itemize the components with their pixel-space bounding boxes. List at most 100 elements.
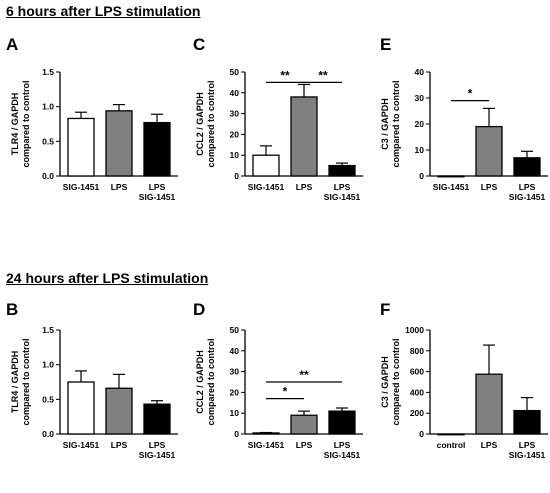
chart-panel-d: CCL2 / GAPDH compared to control 0 10 20 30 40… [195, 325, 363, 460]
x-tick-label: LPS [296, 440, 313, 450]
y-tick-label: 0 [234, 171, 239, 181]
y-axis-label: C3 / GAPDH [380, 356, 390, 408]
x-tick-label: SIG-1451 [63, 440, 100, 450]
x-tick-label: LPS [296, 182, 313, 192]
y-tick-label: 40 [230, 346, 240, 356]
panel-letter-d: D [193, 300, 206, 319]
y-tick-label: 20 [230, 387, 240, 397]
y-axis-label: compared to control [206, 338, 216, 425]
y-tick-label: 1.5 [42, 325, 54, 335]
y-tick-label: 400 [410, 387, 424, 397]
significance-label: ** [318, 68, 328, 82]
y-tick-label: 40 [230, 88, 240, 98]
y-axis-label: TLR4 / GAPDH [10, 93, 20, 156]
x-tick-label: LPS [149, 440, 166, 450]
section-title-6h: 6 hours after LPS stimulation [6, 3, 201, 19]
significance-label: * [283, 385, 288, 399]
y-axis-label: CCL2 / GAPDH [195, 92, 205, 156]
panel-letter-f: F [380, 300, 391, 319]
y-axis-label: TLR4 / GAPDH [10, 351, 20, 414]
y-tick-label: 1.0 [42, 102, 54, 112]
x-tick-label: SIG-1451 [248, 182, 285, 192]
y-axis-label: compared to control [21, 338, 31, 425]
chart-panel-e: C3 / GAPDH compared to control 0 10 20 30 40 SI… [380, 67, 548, 202]
y-tick-label: 800 [410, 346, 424, 356]
x-tick-label: SIG-1451 [509, 450, 546, 460]
bar [67, 117, 95, 177]
y-axis-label: CCL2 / GAPDH [195, 350, 205, 414]
y-tick-label: 30 [415, 93, 425, 103]
y-axis-label: compared to control [206, 80, 216, 167]
y-tick-label: 0.5 [42, 394, 54, 404]
bar [513, 157, 541, 177]
bar [252, 432, 280, 435]
x-tick-label: LPS [519, 440, 536, 450]
bar [290, 96, 318, 177]
y-tick-label: 30 [230, 367, 240, 377]
y-tick-label: 0 [234, 429, 239, 439]
y-tick-label: 1.0 [42, 360, 54, 370]
y-tick-label: 1000 [405, 325, 424, 335]
y-tick-label: 40 [415, 67, 425, 77]
bar [437, 175, 465, 178]
x-tick-label: SIG-1451 [139, 192, 176, 202]
bar [67, 381, 95, 435]
chart-panel-a: TLR4 / GAPDH compared to control 0.0 0.5 1.0… [10, 67, 178, 202]
significance-label: * [468, 87, 473, 101]
y-tick-label: 50 [230, 67, 240, 77]
y-tick-label: 10 [230, 150, 240, 160]
bar [437, 433, 465, 436]
y-axis-label: compared to control [21, 80, 31, 167]
y-tick-label: 50 [230, 325, 240, 335]
y-axis-label: C3 / GAPDH [380, 98, 390, 150]
y-tick-label: 0.5 [42, 136, 54, 146]
y-tick-label: 1.5 [42, 67, 54, 77]
bar [513, 409, 541, 435]
chart-panel-b: TLR4 / GAPDH compared to control 0.0 0.5 1.0… [10, 325, 178, 460]
bar [143, 403, 171, 435]
x-tick-label: SIG-1451 [509, 192, 546, 202]
y-tick-label: 0 [419, 429, 424, 439]
bar [290, 414, 318, 435]
bar [475, 373, 503, 435]
x-tick-label: LPS [334, 182, 351, 192]
x-tick-label: LPS [111, 182, 128, 192]
y-axis-label: compared to control [391, 80, 401, 167]
chart-panel-f: C3 / GAPDH compared to control 0 200 400 600 8… [380, 325, 548, 460]
x-tick-label: SIG-1451 [63, 182, 100, 192]
panel-letter-c: C [193, 35, 206, 54]
bar [328, 164, 356, 177]
x-tick-label: LPS [481, 182, 498, 192]
bar [143, 121, 171, 177]
y-tick-label: 20 [230, 129, 240, 139]
y-tick-label: 200 [410, 408, 424, 418]
bar [475, 125, 503, 177]
y-tick-label: 0.0 [42, 429, 54, 439]
x-tick-label: LPS [111, 440, 128, 450]
x-tick-label: SIG-1451 [139, 450, 176, 460]
panel-letter-e: E [380, 35, 392, 54]
panel-letter-b: B [6, 300, 19, 319]
x-tick-label: SIG-1451 [324, 450, 361, 460]
bar [328, 410, 356, 435]
y-tick-label: 0.0 [42, 171, 54, 181]
x-tick-label: SIG-1451 [248, 440, 285, 450]
chart-panel-c: CCL2 / GAPDH compared to control 0 10 20 30 40… [195, 67, 363, 202]
bar [252, 154, 280, 177]
y-tick-label: 10 [415, 145, 425, 155]
x-tick-label: SIG-1451 [433, 182, 470, 192]
y-tick-label: 0 [419, 171, 424, 181]
significance-label: ** [280, 68, 290, 82]
x-tick-label: control [437, 440, 466, 450]
y-axis-label: compared to control [391, 338, 401, 425]
bar [105, 387, 133, 435]
x-tick-label: LPS [519, 182, 536, 192]
section-title-24h: 24 hours after LPS stimulation [6, 270, 209, 286]
y-tick-label: 30 [230, 109, 240, 119]
bar [105, 110, 133, 177]
significance-label: ** [299, 368, 309, 382]
x-tick-label: LPS [334, 440, 351, 450]
panel-letter-a: A [6, 35, 19, 54]
y-tick-label: 20 [415, 119, 425, 129]
y-tick-label: 600 [410, 367, 424, 377]
